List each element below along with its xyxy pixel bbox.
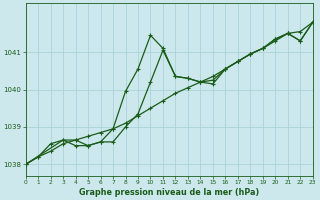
X-axis label: Graphe pression niveau de la mer (hPa): Graphe pression niveau de la mer (hPa) — [79, 188, 259, 197]
